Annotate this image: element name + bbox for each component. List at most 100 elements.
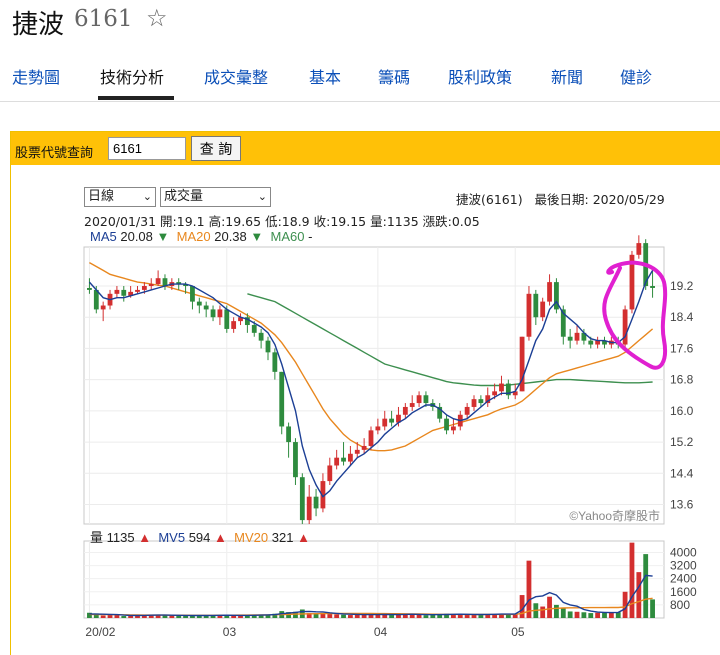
candle-body <box>485 395 491 404</box>
tab-technical[interactable]: 技術分析 <box>100 68 165 87</box>
volume-bar <box>148 614 154 618</box>
tab-basic[interactable]: 基本 <box>309 68 342 87</box>
volume-bar <box>622 591 628 618</box>
volume-bar <box>196 615 202 618</box>
candle-body <box>190 286 195 302</box>
star-icon[interactable]: ☆ <box>146 5 168 32</box>
volume-bar <box>382 613 388 618</box>
candle-body <box>87 287 92 290</box>
candle-body <box>217 309 223 318</box>
ma5-arrow-icon: ▼ <box>156 229 170 244</box>
volume-bar <box>451 614 456 618</box>
candle-body <box>478 399 484 404</box>
volume-bar <box>183 615 188 618</box>
chevron-down-icon: ⌄ <box>142 190 152 203</box>
high-label: 高: <box>208 214 226 229</box>
change-value: 0.05 <box>451 214 480 229</box>
summary-title: 捷波(6161) <box>456 192 523 207</box>
volume-bar <box>416 614 422 618</box>
volume-bar <box>265 614 271 618</box>
ma-legend: MA5 20.08 ▼ MA20 20.38 ▼ MA60 - <box>90 229 312 244</box>
price-plot-frame <box>83 246 665 525</box>
volume-bar <box>224 614 230 618</box>
volume-bar <box>485 614 491 618</box>
volume-bar <box>93 613 99 618</box>
volume-bar <box>334 614 340 618</box>
candle-body <box>196 301 202 306</box>
candle-body <box>238 317 243 322</box>
volume-bar <box>231 615 237 618</box>
chevron-down-icon: ⌄ <box>257 190 267 203</box>
volume-bar <box>375 614 381 618</box>
volume-bar <box>547 596 552 618</box>
volume-bar <box>100 615 106 618</box>
volume-bar <box>155 614 161 618</box>
candle-body <box>402 406 408 415</box>
candle-body <box>519 336 525 392</box>
query-label: 股票代號查詢 <box>15 146 94 161</box>
tab-trend[interactable]: 走勢圖 <box>12 68 61 87</box>
candle-body <box>622 309 628 345</box>
volume-bar <box>643 554 649 618</box>
volume-bar <box>135 615 140 618</box>
high-value: 19.65 <box>225 214 262 229</box>
query-bar: 股票代號查詢 查 詢 <box>11 132 720 165</box>
vol-label: 量 <box>90 530 104 545</box>
candle-body <box>251 325 257 333</box>
candle-body <box>574 332 580 341</box>
volume-bar <box>437 614 443 618</box>
volume-bar <box>389 615 395 618</box>
indicator-select[interactable]: 成交量 ⌄ <box>160 187 271 207</box>
volume-bar <box>457 614 463 618</box>
candle-body <box>636 243 642 255</box>
open-label: 開: <box>160 214 177 229</box>
volume-bar <box>396 614 401 618</box>
tab-chips[interactable]: 籌碼 <box>378 68 411 87</box>
volume-bar <box>554 604 559 618</box>
candle-body <box>533 293 539 318</box>
stock-name: 捷波 <box>12 10 65 40</box>
candle-body <box>409 403 415 407</box>
volume-bar <box>478 614 484 618</box>
volume-bar <box>409 614 415 618</box>
candle-body <box>272 352 278 372</box>
candle-body <box>231 321 237 329</box>
candle-body <box>505 383 511 396</box>
candle-body <box>320 481 326 509</box>
candle-body <box>389 418 395 423</box>
x-tick-label: 20/02 <box>85 625 115 639</box>
volume-bar <box>615 612 621 618</box>
candle-body <box>354 449 360 454</box>
mv5-line <box>89 574 653 617</box>
volume-bar <box>203 615 209 618</box>
query-button[interactable]: 查 詢 <box>191 136 241 161</box>
tab-trades[interactable]: 成交彙整 <box>204 68 269 87</box>
volume-tick-label: 800 <box>670 598 690 612</box>
candle-body <box>368 430 374 446</box>
candle-body <box>382 418 388 427</box>
candle-body <box>286 426 291 443</box>
volume-value: 1135 <box>386 214 419 229</box>
volume-bar <box>128 615 134 618</box>
ma5-line <box>88 270 654 498</box>
stock-code-input[interactable] <box>108 137 186 160</box>
period-select[interactable]: 日線 ⌄ <box>84 187 156 207</box>
volume-bar <box>526 560 532 618</box>
volume-bar <box>272 613 278 618</box>
candle-body <box>265 340 271 353</box>
tab-dividend[interactable]: 股利政策 <box>448 68 513 87</box>
candle-body <box>437 406 443 419</box>
candle-body <box>224 309 230 329</box>
candle-body <box>650 286 655 288</box>
tab-news[interactable]: 新聞 <box>551 68 584 87</box>
candle-body <box>141 286 147 290</box>
candle-body <box>361 445 367 450</box>
volume-bar <box>588 613 594 618</box>
tab-health[interactable]: 健診 <box>620 68 653 87</box>
price-tick-label: 18.4 <box>670 310 694 324</box>
volume-bar <box>341 614 346 618</box>
candle-body <box>162 278 168 287</box>
candle-body <box>629 254 635 310</box>
volume-bar <box>629 542 635 618</box>
candle-body <box>492 391 498 396</box>
